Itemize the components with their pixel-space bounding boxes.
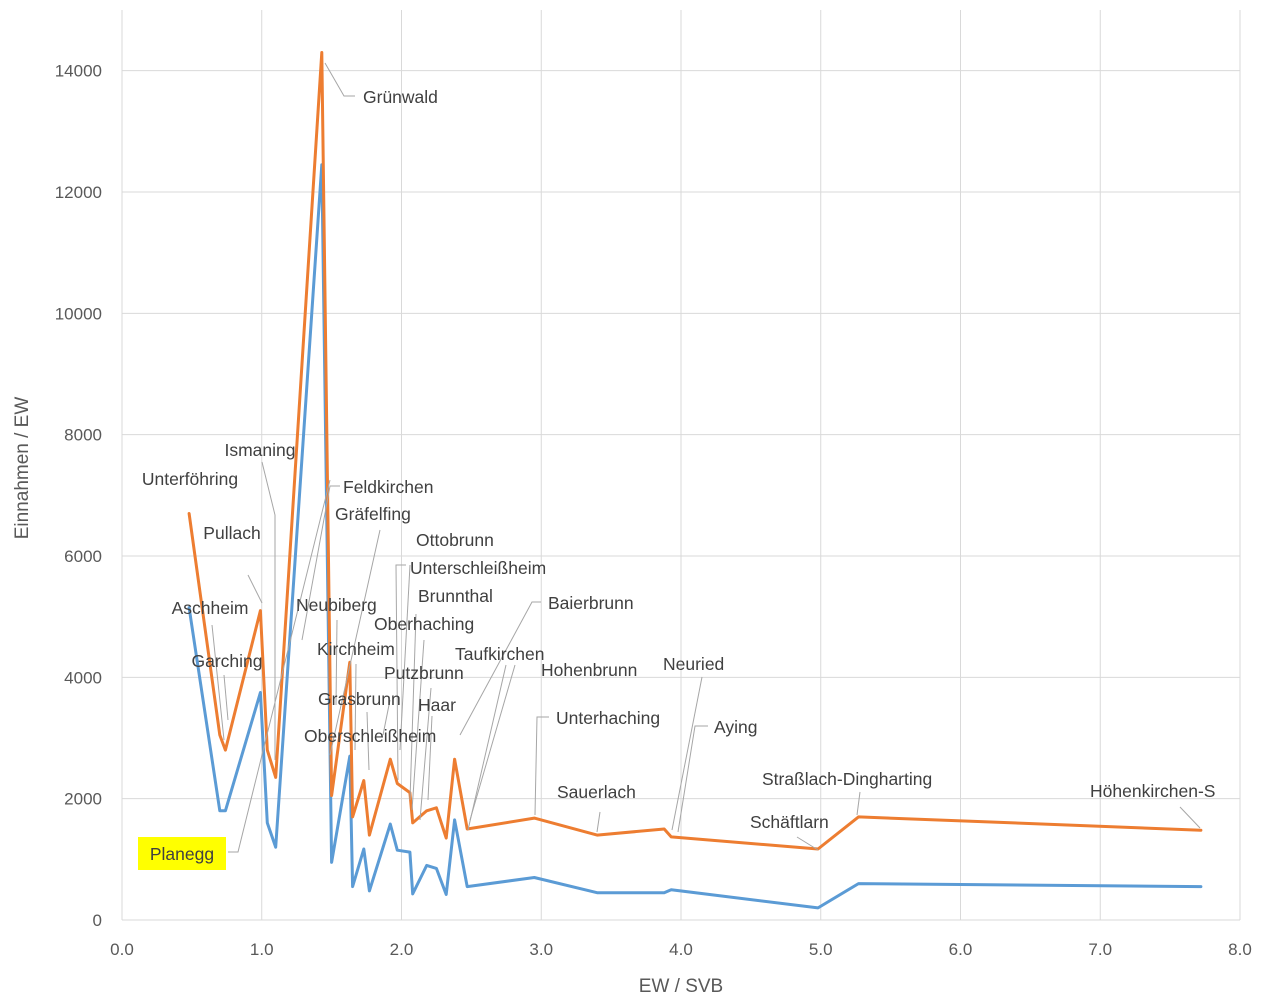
x-tick-label: 8.0 xyxy=(1228,940,1252,959)
point-label: Aschheim xyxy=(172,598,249,618)
orange-series-line xyxy=(187,51,1203,851)
x-tick-label: 7.0 xyxy=(1088,940,1112,959)
point-label: Grasbrunn xyxy=(318,689,401,709)
y-tick-label: 8000 xyxy=(64,426,102,445)
y-tick-label: 6000 xyxy=(64,547,102,566)
label-leader-line xyxy=(228,479,331,853)
point-label: Garching xyxy=(191,651,262,671)
label-leader-line xyxy=(261,461,276,760)
label-leader-line xyxy=(211,624,225,741)
y-tick-label: 2000 xyxy=(64,790,102,809)
label-leader-line xyxy=(469,664,516,821)
label-leader-line xyxy=(671,676,703,831)
label-leader-line xyxy=(459,601,541,736)
label-leader-line xyxy=(301,485,340,641)
x-tick-label: 1.0 xyxy=(250,940,274,959)
point-label: Aying xyxy=(714,717,757,737)
label-leader-line xyxy=(677,725,708,833)
x-tick-label: 0.0 xyxy=(110,940,134,959)
point-label: Oberhaching xyxy=(374,614,474,634)
label-leader-line xyxy=(223,674,229,721)
y-tick-label: 14000 xyxy=(55,62,102,81)
point-label: Neubiberg xyxy=(296,595,377,615)
point-label: Ottobrunn xyxy=(416,530,494,550)
point-label: Unterschleißheim xyxy=(410,558,546,578)
point-label: Haar xyxy=(418,695,456,715)
point-label: Feldkirchen xyxy=(343,477,433,497)
x-tick-label: 2.0 xyxy=(390,940,414,959)
y-tick-label: 12000 xyxy=(55,183,102,202)
label-leader-line xyxy=(409,613,417,801)
label-leader-line xyxy=(419,687,432,821)
point-label: Brunnthal xyxy=(418,586,493,606)
gridlines xyxy=(121,10,1241,921)
point-label: Baierbrunn xyxy=(548,593,634,613)
label-leader-line xyxy=(382,699,391,736)
point-label: Kirchheim xyxy=(317,639,395,659)
point-label: Unterhaching xyxy=(556,708,660,728)
point-label: Neuried xyxy=(663,654,724,674)
label-leader-line xyxy=(335,619,338,706)
y-tick-label: 4000 xyxy=(64,668,102,687)
highlight-box xyxy=(138,837,226,870)
point-label: Oberschleißheim xyxy=(304,726,436,746)
point-label: Putzbrunn xyxy=(384,663,464,683)
label-leader-line xyxy=(411,639,425,811)
point-label: Hohenbrunn xyxy=(541,660,637,680)
label-leader-line xyxy=(596,811,601,833)
label-leader-line xyxy=(395,564,406,781)
x-tick-label: 4.0 xyxy=(669,940,693,959)
label-leader-line xyxy=(467,664,507,831)
label-leader-line xyxy=(324,62,355,97)
tick-labels: 0.0 1.0 2.0 3.0 4.0 5.0 6.0 7.0 8.0 0 2000 4000 6000… xyxy=(55,62,1252,959)
y-tick-label: 10000 xyxy=(55,304,102,323)
point-label: Unterföhring xyxy=(142,469,238,489)
label-leader-line xyxy=(354,663,357,751)
point-label: Schäftlarn xyxy=(750,812,829,832)
label-leader-line xyxy=(427,715,433,801)
point-label: Ismaning xyxy=(224,440,295,460)
x-tick-label: 3.0 xyxy=(529,940,553,959)
label-leader-line xyxy=(796,836,819,851)
label-leader-line xyxy=(329,529,381,756)
x-axis-title: EW / SVB xyxy=(639,976,723,997)
label-leader-line xyxy=(399,564,411,751)
point-label: Straßlach-Dingharting xyxy=(762,769,932,789)
point-label: Taufkirchen xyxy=(455,644,545,664)
point-label: Pullach xyxy=(203,523,260,543)
label-leader-line xyxy=(856,791,861,816)
label-leader-line xyxy=(534,716,549,816)
label-leader-lines xyxy=(211,62,1201,853)
y-axis-title: Einnahmen / EW xyxy=(12,397,33,540)
x-tick-label: 5.0 xyxy=(809,940,833,959)
point-label: Gräfelfing xyxy=(335,504,411,524)
series-lines xyxy=(187,51,1203,910)
point-labels: Unterföhring Ismaning Pullach Aschheim Garch… xyxy=(138,87,1215,870)
point-label: Höhenkirchen-S xyxy=(1090,781,1215,801)
y-tick-label: 0 xyxy=(93,911,102,930)
point-label: Planegg xyxy=(150,844,214,864)
label-leader-line xyxy=(247,574,263,604)
point-label: Sauerlach xyxy=(557,782,636,802)
label-leader-line xyxy=(366,711,370,771)
blue-series-line xyxy=(187,163,1203,910)
point-label: Grünwald xyxy=(363,87,438,107)
label-leader-line xyxy=(1179,806,1201,829)
x-tick-label: 6.0 xyxy=(949,940,973,959)
